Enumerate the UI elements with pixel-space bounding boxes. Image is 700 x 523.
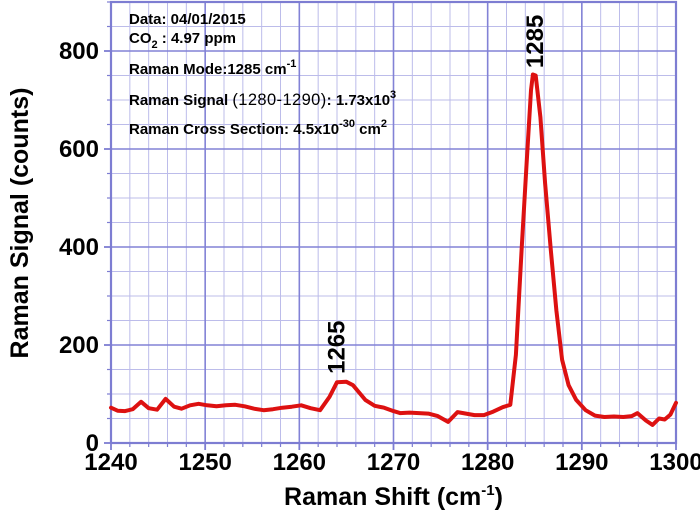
- y-tick-label: 400: [59, 234, 99, 261]
- y-tick-label: 200: [59, 332, 99, 359]
- y-tick-label: 0: [86, 430, 99, 457]
- peak-label: 1265: [324, 321, 351, 374]
- x-tick-label: 1240: [84, 449, 137, 476]
- text-segment: ): [494, 483, 503, 511]
- y-axis-title: Raman Signal (counts): [6, 88, 34, 359]
- x-tick-label: 1280: [461, 449, 514, 476]
- peak-label: 1285: [522, 15, 549, 68]
- text-segment: Raman Shift (cm: [284, 483, 482, 511]
- x-tick-label: 1300: [649, 449, 700, 476]
- x-tick-label: 1290: [555, 449, 608, 476]
- spectrum-curve: [109, 72, 678, 427]
- x-tick-label: 1250: [178, 449, 231, 476]
- y-tick-label: 600: [59, 136, 99, 163]
- x-tick-label: 1260: [273, 449, 326, 476]
- x-axis-title: Raman Shift (cm-1): [111, 482, 676, 512]
- x-tick-label: 1270: [367, 449, 420, 476]
- y-tick-label: 800: [59, 38, 99, 65]
- text-segment: -1: [481, 482, 495, 499]
